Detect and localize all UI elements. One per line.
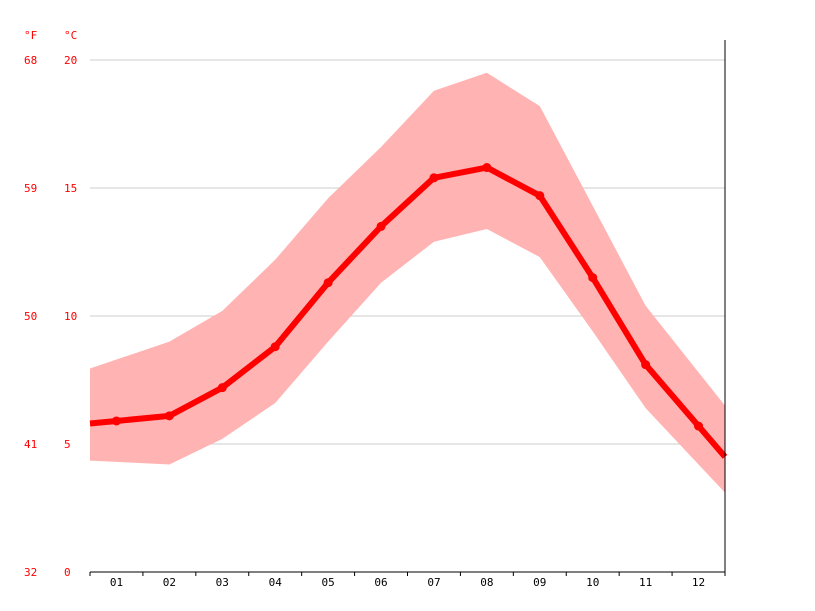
y-tick-fahrenheit: 68 — [24, 54, 37, 67]
fahrenheit-unit-label: °F — [24, 29, 37, 42]
data-point — [694, 421, 704, 431]
y-tick-fahrenheit: 50 — [24, 310, 37, 323]
data-point — [270, 342, 280, 352]
y-tick-fahrenheit: 59 — [24, 182, 37, 195]
y-tick-celsius: 20 — [64, 54, 77, 67]
x-tick-label: 04 — [269, 576, 283, 589]
x-tick-label: 06 — [374, 576, 387, 589]
data-points — [111, 163, 704, 431]
data-point — [111, 416, 121, 426]
y-tick-celsius: 15 — [64, 182, 77, 195]
x-tick-label: 07 — [427, 576, 440, 589]
x-axis: 01 02 03 04 05 06 07 08 09 10 11 12 — [89, 40, 726, 589]
data-point — [641, 360, 651, 370]
x-tick-label: 08 — [480, 576, 493, 589]
data-point — [217, 383, 227, 393]
data-point — [376, 221, 386, 231]
x-tick-label: 01 — [110, 576, 123, 589]
celsius-unit-label: °C — [64, 29, 77, 42]
data-point — [588, 273, 598, 283]
x-tick-label: 10 — [586, 576, 599, 589]
x-tick-label: 11 — [639, 576, 652, 589]
data-point — [323, 278, 333, 288]
x-tick-label: 05 — [322, 576, 335, 589]
data-point — [482, 163, 492, 173]
y-tick-celsius: 0 — [64, 566, 71, 579]
data-point — [429, 173, 439, 183]
x-tick-label: 09 — [533, 576, 546, 589]
data-point — [164, 411, 174, 421]
y-tick-celsius: 5 — [64, 438, 71, 451]
data-point — [535, 191, 545, 201]
y-tick-fahrenheit: 41 — [24, 438, 37, 451]
x-tick-label: 02 — [163, 576, 176, 589]
y-axis-labels: °F °C 32 0 41 5 50 10 59 15 68 20 — [24, 29, 77, 579]
y-tick-fahrenheit: 32 — [24, 566, 37, 579]
temperature-range-band — [90, 72, 725, 493]
average-temperature-line — [89, 164, 728, 459]
x-tick-label: 12 — [692, 576, 705, 589]
x-tick-label: 03 — [216, 576, 229, 589]
y-tick-celsius: 10 — [64, 310, 77, 323]
